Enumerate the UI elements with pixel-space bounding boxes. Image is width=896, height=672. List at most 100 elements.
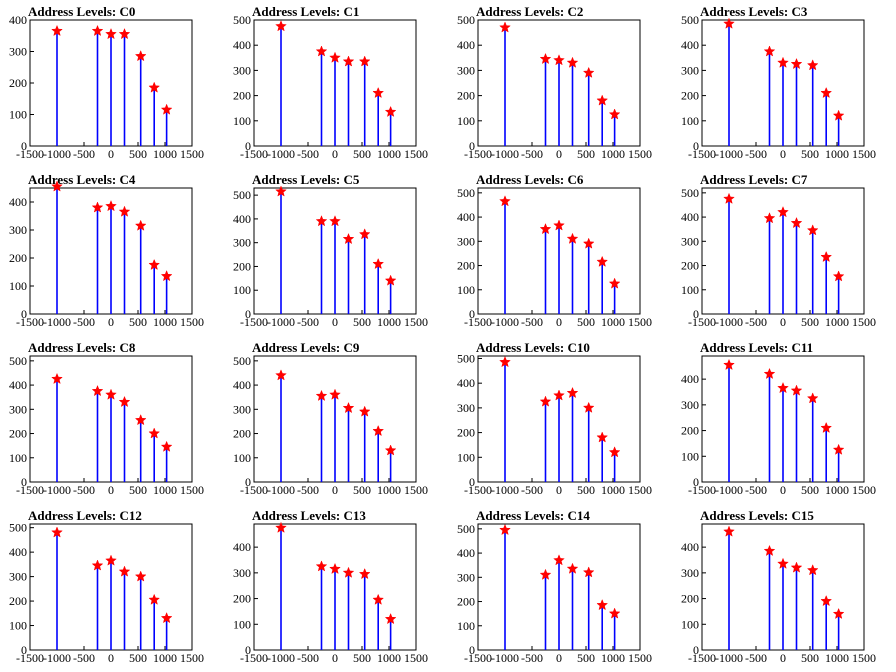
peak-star-marker xyxy=(384,444,397,456)
peak-star-marker xyxy=(134,414,147,426)
y-tick-label: 0 xyxy=(245,643,251,657)
peak-star-marker xyxy=(148,258,161,270)
peak-star-marker xyxy=(91,559,104,571)
x-tick-label: 0 xyxy=(780,651,786,665)
x-tick-label: -1500 xyxy=(464,483,492,497)
peak-star-marker xyxy=(342,55,355,67)
chart-svg: Address Levels: C70100200300400500-1500-… xyxy=(681,172,876,329)
peak-star-marker xyxy=(91,384,104,397)
peak-star-marker xyxy=(329,215,341,227)
x-tick-label: -1500 xyxy=(240,147,268,161)
x-tick-label: -1500 xyxy=(16,651,44,665)
x-tick-label: -1500 xyxy=(16,483,44,497)
peak-star-marker xyxy=(118,395,131,408)
x-tick-label: 0 xyxy=(332,651,338,665)
chart-panel-1: Address Levels: C1 0 100 200 300 400 500 -1500-… xyxy=(224,0,448,168)
peak-star-marker xyxy=(723,358,735,370)
peak-star-marker xyxy=(820,594,833,607)
peak-star-marker xyxy=(582,401,595,413)
peak-star-marker xyxy=(148,81,161,93)
y-tick-label: 300 xyxy=(233,566,251,580)
chart-svg: Address Levels: C60100200300400500-1500-… xyxy=(457,172,652,329)
y-tick-label: 400 xyxy=(457,546,475,560)
peak-star-marker xyxy=(582,566,595,578)
chart-panel-10: Address Levels: C10 0 100 200 300 400 500 -1500… xyxy=(448,336,672,504)
x-tick-label: 0 xyxy=(108,483,114,497)
peak-star-marker xyxy=(777,557,789,569)
peak-star-marker xyxy=(160,612,173,624)
peak-star-marker xyxy=(315,45,328,57)
y-tick-label: 400 xyxy=(457,38,475,52)
peak-star-marker xyxy=(342,566,355,578)
x-tick-label: -1500 xyxy=(688,147,716,161)
peak-star-marker xyxy=(148,427,161,439)
peak-star-marker xyxy=(342,401,355,414)
y-tick-label: 400 xyxy=(681,38,699,52)
x-tick-label: -1000 xyxy=(267,483,295,497)
peak-star-marker xyxy=(105,554,117,566)
peak-star-marker xyxy=(329,562,341,574)
x-tick-label: 1500 xyxy=(404,483,428,497)
peak-star-marker xyxy=(790,384,803,396)
peak-star-marker xyxy=(384,274,397,286)
peak-star-marker xyxy=(763,45,776,57)
y-tick-label: 300 xyxy=(681,398,699,412)
chart-svg: Address Levels: C15 0 100 200 300 400 -1500 -10… xyxy=(681,508,876,665)
x-tick-label: -500 xyxy=(521,483,543,497)
x-tick-label: 1000 xyxy=(377,315,401,329)
x-tick-label: 500 xyxy=(353,147,371,161)
chart-title: Address Levels: C8 xyxy=(28,340,136,355)
y-tick-label: 200 xyxy=(233,89,251,103)
peak-star-marker xyxy=(160,270,173,282)
peak-star-marker xyxy=(134,570,147,582)
x-tick-label: -1000 xyxy=(715,483,743,497)
chart-title: Address Levels: C11 xyxy=(700,340,813,355)
y-tick-label: 500 xyxy=(9,354,27,368)
x-tick-label: 500 xyxy=(353,315,371,329)
y-tick-label: 400 xyxy=(681,540,699,554)
chart-title: Address Levels: C3 xyxy=(700,4,808,19)
y-tick-label: 100 xyxy=(233,283,251,297)
x-tick-label: 1000 xyxy=(377,483,401,497)
peak-star-marker xyxy=(118,205,131,217)
chart-title: Address Levels: C7 xyxy=(700,172,808,187)
y-tick-label: 0 xyxy=(21,307,27,321)
x-tick-label: 1500 xyxy=(852,651,876,665)
y-tick-label: 100 xyxy=(233,617,251,631)
x-tick-label: 1000 xyxy=(825,315,849,329)
y-tick-label: 100 xyxy=(457,619,475,633)
peak-star-marker xyxy=(329,51,341,63)
peak-star-marker xyxy=(372,257,385,270)
peak-star-marker xyxy=(275,185,287,197)
y-tick-label: 0 xyxy=(21,643,27,657)
chart-title: Address Levels: C14 xyxy=(476,508,590,523)
y-tick-label: 0 xyxy=(469,475,475,489)
chart-svg: Address Levels: C11 0 100 200 300 400 -1500 -10… xyxy=(681,340,876,497)
y-tick-label: 200 xyxy=(457,426,475,440)
peak-star-marker xyxy=(315,389,328,401)
peak-star-marker xyxy=(315,560,328,572)
y-tick-label: 400 xyxy=(9,13,27,27)
y-tick-label: 0 xyxy=(245,307,251,321)
x-tick-label: -1000 xyxy=(43,483,71,497)
x-tick-label: 500 xyxy=(129,483,147,497)
x-tick-label: 1500 xyxy=(404,651,428,665)
y-tick-label: 400 xyxy=(233,540,251,554)
peak-star-marker xyxy=(539,395,552,407)
x-tick-label: -500 xyxy=(745,147,767,161)
x-tick-label: 1000 xyxy=(825,651,849,665)
x-tick-label: -1500 xyxy=(16,315,44,329)
y-tick-label: 300 xyxy=(457,63,475,77)
x-tick-label: 1000 xyxy=(153,483,177,497)
y-tick-label: 100 xyxy=(233,114,251,128)
x-tick-label: 500 xyxy=(129,315,147,329)
peak-star-marker xyxy=(723,17,735,29)
chart-title: Address Levels: C4 xyxy=(28,172,136,187)
y-tick-label: 300 xyxy=(9,570,27,584)
x-tick-label: -1000 xyxy=(43,147,71,161)
y-tick-label: 400 xyxy=(457,376,475,390)
x-tick-label: 500 xyxy=(801,147,819,161)
chart-title: Address Levels: C2 xyxy=(476,4,583,19)
peak-star-marker xyxy=(358,405,371,417)
y-tick-label: 300 xyxy=(233,402,251,416)
